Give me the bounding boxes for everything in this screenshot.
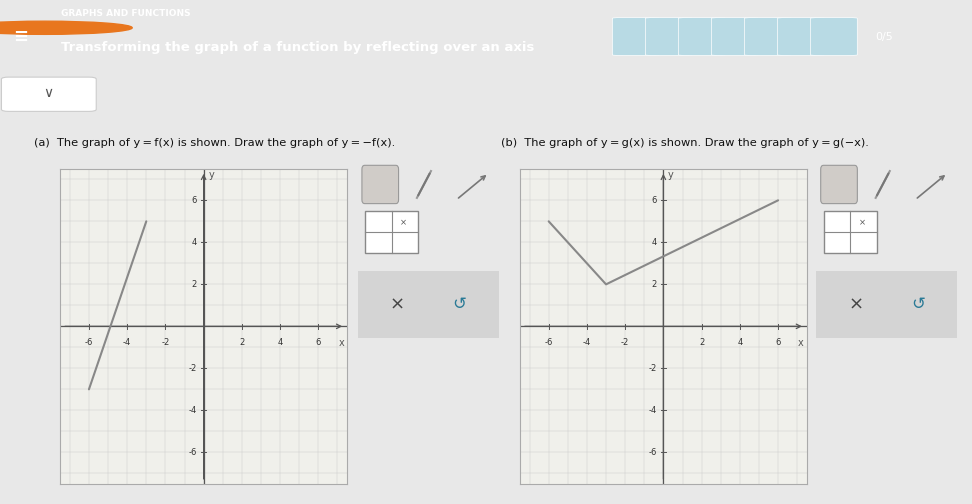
Text: 6: 6 — [651, 196, 657, 205]
Text: ×: × — [859, 218, 866, 227]
Text: 4: 4 — [737, 338, 743, 347]
Text: -2: -2 — [648, 364, 657, 373]
Text: -2: -2 — [189, 364, 197, 373]
Text: ↺: ↺ — [452, 295, 467, 313]
FancyBboxPatch shape — [645, 18, 692, 55]
Bar — [816, 271, 957, 338]
Circle shape — [0, 21, 132, 34]
Text: (a)  The graph of y = f(x) is shown. Draw the graph of y = −f(x).: (a) The graph of y = f(x) is shown. Draw… — [34, 138, 396, 148]
Text: ×: × — [390, 295, 404, 313]
Text: x: x — [338, 338, 344, 348]
Text: -6: -6 — [189, 448, 197, 457]
Text: 4: 4 — [651, 238, 657, 247]
Text: ≡: ≡ — [13, 28, 28, 45]
FancyBboxPatch shape — [712, 18, 758, 55]
Text: ∨: ∨ — [43, 86, 53, 100]
Text: 6: 6 — [776, 338, 781, 347]
Text: 0/5: 0/5 — [875, 32, 892, 41]
Text: 6: 6 — [191, 196, 197, 205]
Text: Transforming the graph of a function by reflecting over an axis: Transforming the graph of a function by … — [61, 41, 535, 54]
FancyBboxPatch shape — [811, 18, 857, 55]
Text: 2: 2 — [191, 280, 197, 289]
Text: -6: -6 — [85, 338, 93, 347]
Text: 4: 4 — [277, 338, 283, 347]
FancyBboxPatch shape — [745, 18, 791, 55]
Bar — [358, 271, 499, 338]
Text: ×: × — [849, 295, 863, 313]
Text: -2: -2 — [161, 338, 169, 347]
Text: -4: -4 — [123, 338, 131, 347]
Text: x: x — [798, 338, 804, 348]
FancyBboxPatch shape — [1, 77, 96, 111]
Text: -6: -6 — [648, 448, 657, 457]
Text: GRAPHS AND FUNCTIONS: GRAPHS AND FUNCTIONS — [61, 9, 191, 18]
FancyBboxPatch shape — [778, 18, 824, 55]
Text: y: y — [208, 170, 214, 180]
Text: (b)  The graph of y = g(x) is shown. Draw the graph of y = g(−x).: (b) The graph of y = g(x) is shown. Draw… — [501, 138, 868, 148]
FancyBboxPatch shape — [820, 165, 857, 204]
Text: 4: 4 — [191, 238, 197, 247]
Text: 2: 2 — [699, 338, 705, 347]
Text: ↺: ↺ — [911, 295, 925, 313]
Text: 2: 2 — [239, 338, 245, 347]
Text: -6: -6 — [544, 338, 553, 347]
Text: y: y — [668, 170, 674, 180]
Text: 2: 2 — [651, 280, 657, 289]
Text: ×: × — [400, 218, 407, 227]
Text: -4: -4 — [189, 406, 197, 415]
FancyBboxPatch shape — [823, 211, 877, 254]
Text: -4: -4 — [583, 338, 591, 347]
Text: 6: 6 — [316, 338, 321, 347]
FancyBboxPatch shape — [678, 18, 725, 55]
Text: -4: -4 — [648, 406, 657, 415]
Text: -2: -2 — [621, 338, 629, 347]
FancyBboxPatch shape — [362, 165, 399, 204]
FancyBboxPatch shape — [364, 211, 418, 254]
FancyBboxPatch shape — [612, 18, 659, 55]
